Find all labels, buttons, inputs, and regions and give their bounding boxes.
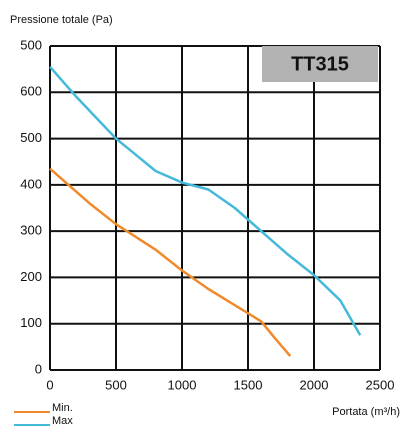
annotation: TT315 <box>291 53 349 75</box>
series-line <box>49 167 292 357</box>
x-tick-label: 1000 <box>168 377 197 392</box>
y-tick-label: 200 <box>20 269 42 284</box>
legend-label: Max <box>52 415 73 427</box>
y-tick-label: 500 <box>20 37 42 52</box>
x-tick-label: 2500 <box>366 377 395 392</box>
series-line <box>49 66 362 336</box>
y-tick-label: 600 <box>20 84 42 99</box>
y-tick-label: 0 <box>35 361 42 376</box>
y-axis-label: Pressione totale (Pa) <box>10 14 113 26</box>
annotation-box <box>262 46 378 82</box>
y-tick-label: 100 <box>20 315 42 330</box>
x-axis-label: Portata (m³/h) <box>332 406 400 418</box>
y-tick-label: 400 <box>20 176 42 191</box>
x-tick-label: 0 <box>46 377 53 392</box>
x-tick-label: 1500 <box>234 377 263 392</box>
x-tick-label: 2000 <box>300 377 329 392</box>
y-tick-label: 500 <box>20 130 42 145</box>
y-tick-label: 300 <box>20 223 42 238</box>
legend-label: Min. <box>52 402 73 414</box>
x-tick-label: 500 <box>105 377 127 392</box>
